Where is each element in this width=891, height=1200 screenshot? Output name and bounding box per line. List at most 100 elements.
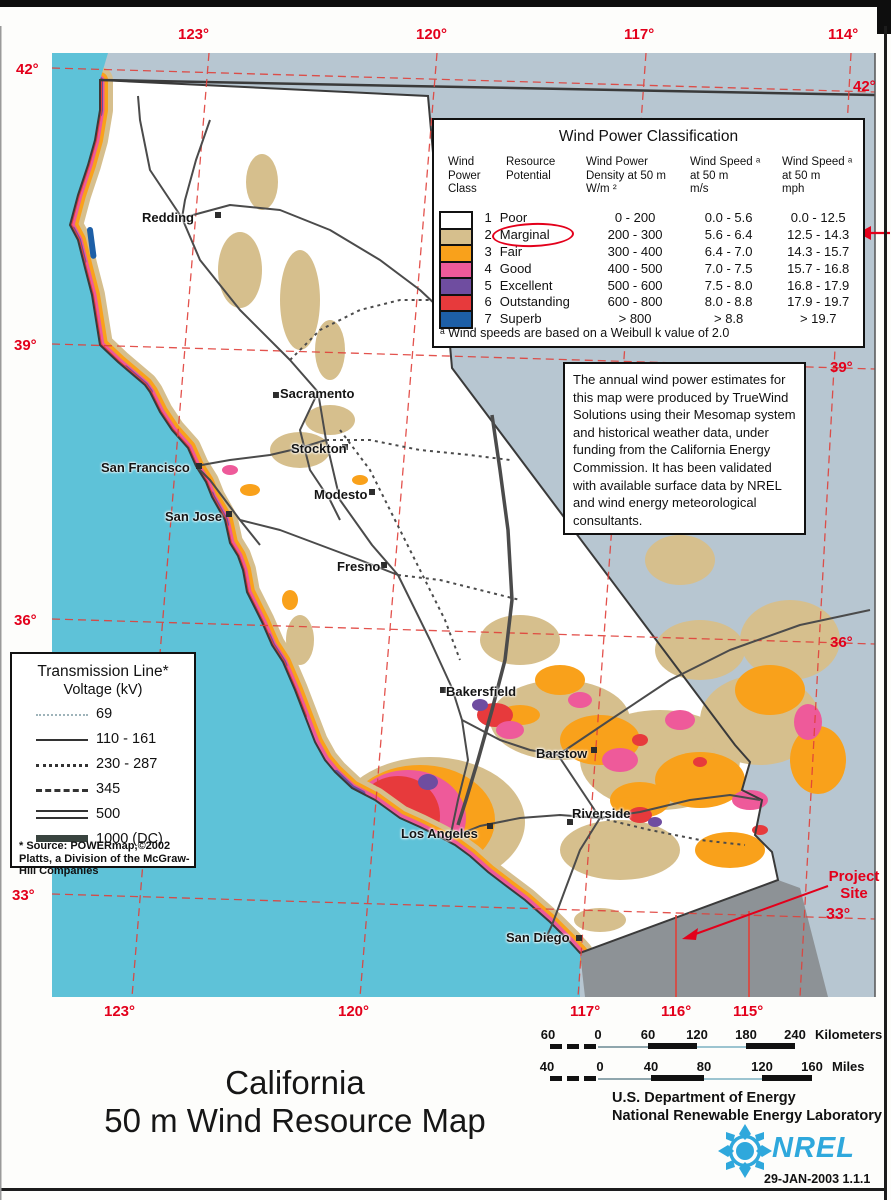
classification-title: Wind Power Classification [558,128,739,145]
city-label-barstow: Barstow [536,746,588,761]
km-tick: 180 [735,1027,757,1042]
class-speed-ms: 6.4 - 7.0 [704,243,753,259]
legend-item-1000kv: 1000 (DC) [12,831,194,851]
class-speed-mph: 17.9 - 19.7 [787,294,850,310]
scalebar-segment [598,1046,648,1048]
agency-line1: U.S. Department of Energy [612,1090,796,1106]
lon-label-bottom-120: 120° [338,1003,370,1020]
class-density: 600 - 800 [607,294,663,310]
agency-line2: National Renewable Energy Laboratory [612,1107,882,1124]
classification-footnote: ᵃ Wind speeds are based on a Weibull k v… [440,326,730,340]
transmission-line-legend: Transmission Line* Voltage (kV) 69 110 -… [10,652,196,877]
nrel-logo-icon [718,1124,772,1178]
mi-tick: 120 [751,1059,773,1074]
class-speed-ms: 0.0 - 5.6 [704,209,753,225]
scalebar-segment [550,1044,562,1049]
mi-unit-label: Miles [832,1059,865,1074]
km-tick: 0 [594,1027,602,1042]
scalebar-segment [567,1044,579,1049]
scalebar-segment [598,1078,651,1080]
legend-item-69kv: 69 [12,706,194,726]
classification-header-density: Wind Power Density at 50 m W/m ² [586,156,666,195]
class-color-swatches [439,211,473,329]
table-row: 3 Fair 300 - 400 6.4 - 7.0 14.3 - 15.7 [434,243,862,260]
km-tick: 60 [640,1027,656,1042]
class-speed-ms: > 8.8 [714,311,744,327]
city-markers [196,212,597,941]
map-title: California 50 m Wind Resource Map [60,1064,530,1140]
transmission-source-note: * Source: POWERmap,©2002 Platts, a Divis… [19,840,190,877]
class-name: Excellent [499,277,553,293]
map-title-line1: California [225,1064,365,1101]
legend-item-345kv: 345 [12,781,194,801]
lat-label-left-36: 36° [14,612,37,629]
class-name: Poor [499,209,528,225]
legend-item-label: 110 - 161 [96,731,157,747]
lon-label-bottom-123: 123° [104,1003,136,1020]
city-label-stockton: Stockton [291,441,347,456]
legend-item-label: 1000 (DC) [96,831,163,847]
city-label-redding: Redding [142,210,194,225]
lon-label-bottom-115: 115° [733,1003,764,1020]
class-density: > 800 [618,311,652,327]
mi-tick: 40 [643,1059,659,1074]
lon-label-bottom-116: 116° [661,1003,692,1020]
class-speed-ms: 7.5 - 8.0 [704,277,753,293]
class-num: 2 [484,226,492,242]
class-speed-ms: 5.6 - 6.4 [704,226,753,242]
km-tick: 120 [686,1027,708,1042]
classification-header-potential: Resource Potential [506,156,556,182]
table-row: 6 Outstanding 600 - 800 8.0 - 8.8 17.9 - 19.… [434,293,862,310]
scalebar-segment [567,1076,579,1081]
class-num: 1 [484,209,492,225]
city-label-modesto: Modesto [314,487,368,502]
class-name: Outstanding [499,294,570,310]
city-label-bakersfield: Bakersfield [446,684,517,699]
lon-label-top-117: 117° [624,26,655,43]
class-density: 400 - 500 [607,260,663,276]
class-speed-mph: 0.0 - 12.5 [790,209,846,225]
line-sample-69kv [36,714,88,716]
scalebar-segment [648,1043,697,1049]
line-sample-500kv [36,810,88,819]
city-label-los-angeles: Los Angeles [401,826,478,841]
class-speed-mph: 14.3 - 15.7 [787,243,850,259]
class-name: Superb [499,311,542,327]
line-sample-1000kv [36,835,88,842]
scalebar-segment [697,1046,746,1048]
mi-tick: 160 [801,1059,823,1074]
class-num: 7 [484,311,492,327]
city-label-riverside: Riverside [572,806,631,821]
classification-table: 1 Poor 0 - 200 0.0 - 5.6 0.0 - 12.5 2 Margina… [434,209,862,327]
transmission-legend-title: Transmission Line* [37,663,169,680]
lat-label-left-39: 39° [14,337,37,354]
lat-label-right-39: 39° [830,359,853,376]
map-title-line2: 50 m Wind Resource Map [104,1102,486,1139]
wind-power-classification-box: Wind Power Classification Wind Power Cla… [432,118,865,348]
km-tick: 240 [784,1027,806,1042]
class-speed-mph: 15.7 - 16.8 [787,260,850,276]
classification-header-class: Wind Power Class [448,156,481,195]
data-source-note-box: The annual wind power estimates for this… [563,362,806,535]
class-num: 6 [484,294,492,310]
class-density: 300 - 400 [607,243,663,259]
legend-item-110-161kv: 110 - 161 [12,731,194,751]
scalebar-segment [651,1075,704,1081]
class-num: 5 [484,277,492,293]
legend-item-500kv: 500 [12,806,194,826]
map-version-date: 29-JAN-2003 1.1.1 [764,1172,871,1186]
line-sample-345kv [36,789,88,792]
legend-item-label: 69 [96,706,113,722]
line-sample-230kv [36,764,88,767]
class-speed-mph: 12.5 - 14.3 [787,226,850,242]
line-sample-110kv [36,739,88,741]
table-row: 2 Marginal 200 - 300 5.6 - 6.4 12.5 - 14.3 [434,226,862,243]
legend-item-230-287kv: 230 - 287 [12,756,194,776]
mi-tick: 80 [696,1059,712,1074]
scalebar-segment [584,1044,596,1049]
classification-header-speed-mph: Wind Speed ᵃ at 50 m mph [782,156,853,195]
classification-header-speed-ms: Wind Speed ᵃ at 50 m m/s [690,156,761,195]
nrel-logo-text: NREL [772,1132,855,1164]
mi-tick: 0 [596,1059,604,1074]
